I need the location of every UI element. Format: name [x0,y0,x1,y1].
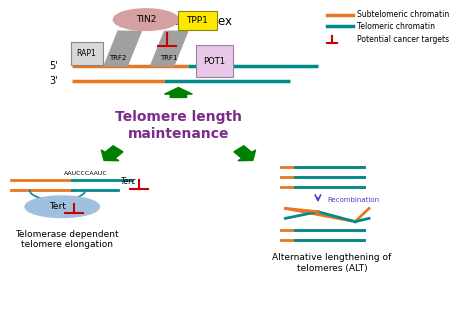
Text: Potential cancer targets: Potential cancer targets [357,35,449,44]
Ellipse shape [25,196,100,217]
Text: Terc: Terc [120,177,136,186]
Text: POT1: POT1 [203,56,226,65]
Text: Alternative lengthening of
telomeres (ALT): Alternative lengthening of telomeres (AL… [272,253,392,273]
Text: TRF1: TRF1 [160,55,178,61]
Text: Recombination: Recombination [327,197,379,203]
FancyArrow shape [101,146,123,161]
FancyBboxPatch shape [71,42,103,65]
Text: TIN2: TIN2 [136,15,156,24]
Text: Telomerase dependent
telomere elongation: Telomerase dependent telomere elongation [15,230,118,249]
Ellipse shape [113,9,178,30]
Text: Telomeric chromatin: Telomeric chromatin [357,22,436,31]
Text: Telomere length: Telomere length [115,110,242,124]
Text: Tert: Tert [49,202,66,211]
FancyArrow shape [234,146,255,161]
Text: TRF2: TRF2 [109,55,127,61]
Text: RAP1: RAP1 [77,49,97,58]
Text: Shelterin complex: Shelterin complex [125,15,232,28]
Text: 3': 3' [49,76,57,86]
Text: maintenance: maintenance [128,127,229,141]
FancyArrow shape [164,88,192,98]
Text: AAUCCCAAUC: AAUCCCAAUC [64,171,107,176]
FancyBboxPatch shape [177,11,217,30]
Text: TPP1: TPP1 [186,16,208,25]
Text: Subtelomeric chromatin: Subtelomeric chromatin [357,10,450,19]
Polygon shape [151,31,188,66]
FancyBboxPatch shape [196,45,233,76]
Text: 5': 5' [49,61,57,71]
Polygon shape [104,31,141,66]
